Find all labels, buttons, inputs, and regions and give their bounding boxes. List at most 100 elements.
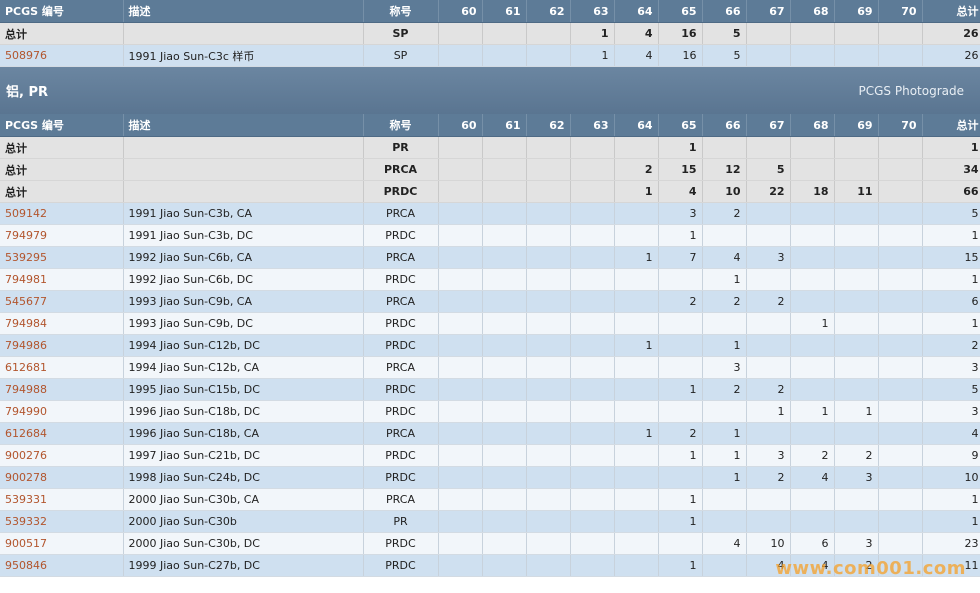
pcgs-number-link[interactable]: 509142 [5,207,47,220]
col-header-grade-67[interactable]: 67 [746,0,791,23]
coin-designation: PRDC [363,466,439,489]
grade-68-count [790,378,835,401]
grade-63-count [570,334,615,357]
row-total-count: 26 [922,44,980,67]
col-header-grade-65[interactable]: 65 [658,0,703,23]
total-grade-61-count [482,180,527,203]
col-header-grade-64[interactable]: 64 [614,114,659,137]
col-header-grade-62[interactable]: 62 [526,0,571,23]
col-header-grade-60[interactable]: 60 [438,114,483,137]
col-header-grade-69[interactable]: 69 [834,114,879,137]
total-grade-62-count [526,180,571,203]
grade-70-count [878,268,923,291]
col-header-grade-65[interactable]: 65 [658,114,703,137]
coin-designation: PRDC [363,532,439,555]
grade-62-count [526,444,571,467]
total-grade-62-count [526,22,571,45]
pcgs-number-link[interactable]: 794979 [5,229,47,242]
row-total-count: 1 [922,488,980,511]
grade-61-count [482,444,527,467]
grade-67-count [746,312,791,335]
pcgs-number-link[interactable]: 539295 [5,251,47,264]
grade-66-count: 4 [702,532,747,555]
col-header-grade-68[interactable]: 68 [790,114,835,137]
grade-67-count [746,356,791,379]
col-header-description[interactable]: 描述 [123,114,364,137]
pcgs-number-link[interactable]: 539332 [5,515,47,528]
table-row: 539332 2000 Jiao Sun-C30b PR 1 1 [0,510,980,533]
total-grade-68-count: 18 [790,180,835,203]
grade-65-count: 1 [658,224,703,247]
col-header-pcgs-number[interactable]: PCGS 编号 [0,114,124,137]
grade-61-count [482,312,527,335]
pcgs-number-cell: 794984 [0,312,124,335]
grade-63-count [570,224,615,247]
col-header-grade-66[interactable]: 66 [702,114,747,137]
grade-66-count: 2 [702,202,747,225]
col-header-grade-69[interactable]: 69 [834,0,879,23]
pcgs-number-cell: 539295 [0,246,124,269]
pcgs-number-link[interactable]: 950846 [5,559,47,572]
col-header-grade-62[interactable]: 62 [526,114,571,137]
col-header-grade-66[interactable]: 66 [702,0,747,23]
col-header-pcgs-number[interactable]: PCGS 编号 [0,0,124,23]
grade-61-count [482,378,527,401]
col-header-designation[interactable]: 称号 [363,0,439,23]
pcgs-number-link[interactable]: 794988 [5,383,47,396]
total-designation: SP [363,22,439,45]
pcgs-number-link[interactable]: 900278 [5,471,47,484]
coin-description: 1997 Jiao Sun-C21b, DC [123,444,364,467]
col-header-grade-61[interactable]: 61 [482,114,527,137]
pcgs-number-link[interactable]: 539331 [5,493,47,506]
grade-62-count [526,312,571,335]
col-header-total[interactable]: 总计 [922,114,980,137]
total-grade-61-count [482,22,527,45]
grade-62-count [526,422,571,445]
total-grade-70-count [878,158,923,181]
pcgs-number-link[interactable]: 794986 [5,339,47,352]
col-header-description[interactable]: 描述 [123,0,364,23]
grade-66-count: 1 [702,466,747,489]
pcgs-number-link[interactable]: 794981 [5,273,47,286]
grade-68-count [790,246,835,269]
row-total-count: 5 [922,378,980,401]
total-grade-66-count: 12 [702,158,747,181]
pcgs-number-cell: 794990 [0,400,124,423]
col-header-grade-63[interactable]: 63 [570,0,615,23]
col-header-total[interactable]: 总计 [922,0,980,23]
pcgs-number-link[interactable]: 794990 [5,405,47,418]
col-header-grade-68[interactable]: 68 [790,0,835,23]
total-grade-64-count: 1 [614,180,659,203]
grade-65-count [658,334,703,357]
pcgs-number-link[interactable]: 794984 [5,317,47,330]
pcgs-number-link[interactable]: 508976 [5,49,47,62]
grade-60-count [438,444,483,467]
grade-68-count [790,356,835,379]
pcgs-number-link[interactable]: 900517 [5,537,47,550]
section-header-aluminum-pr: 铝, PR PCGS Photograde [0,67,980,114]
total-grade-68-count [790,158,835,181]
pcgs-number-cell: 900517 [0,532,124,555]
col-header-grade-70[interactable]: 70 [878,0,923,23]
pcgs-number-link[interactable]: 612681 [5,361,47,374]
total-grade-67-count: 22 [746,180,791,203]
col-header-designation[interactable]: 称号 [363,114,439,137]
total-grade-63-count [570,136,615,159]
col-header-grade-67[interactable]: 67 [746,114,791,137]
photograde-link[interactable]: PCGS Photograde [858,83,964,98]
total-grade-62-count [526,158,571,181]
col-header-grade-70[interactable]: 70 [878,114,923,137]
col-header-grade-64[interactable]: 64 [614,0,659,23]
total-grade-64-count [614,136,659,159]
col-header-grade-63[interactable]: 63 [570,114,615,137]
pcgs-number-cell: 539331 [0,488,124,511]
grade-67-count: 3 [746,246,791,269]
coin-description: 1996 Jiao Sun-C18b, DC [123,400,364,423]
col-header-grade-60[interactable]: 60 [438,0,483,23]
total-grade-60-count [438,22,483,45]
grade-63-count [570,312,615,335]
pcgs-number-link[interactable]: 545677 [5,295,47,308]
pcgs-number-link[interactable]: 612684 [5,427,47,440]
col-header-grade-61[interactable]: 61 [482,0,527,23]
pcgs-number-link[interactable]: 900276 [5,449,47,462]
